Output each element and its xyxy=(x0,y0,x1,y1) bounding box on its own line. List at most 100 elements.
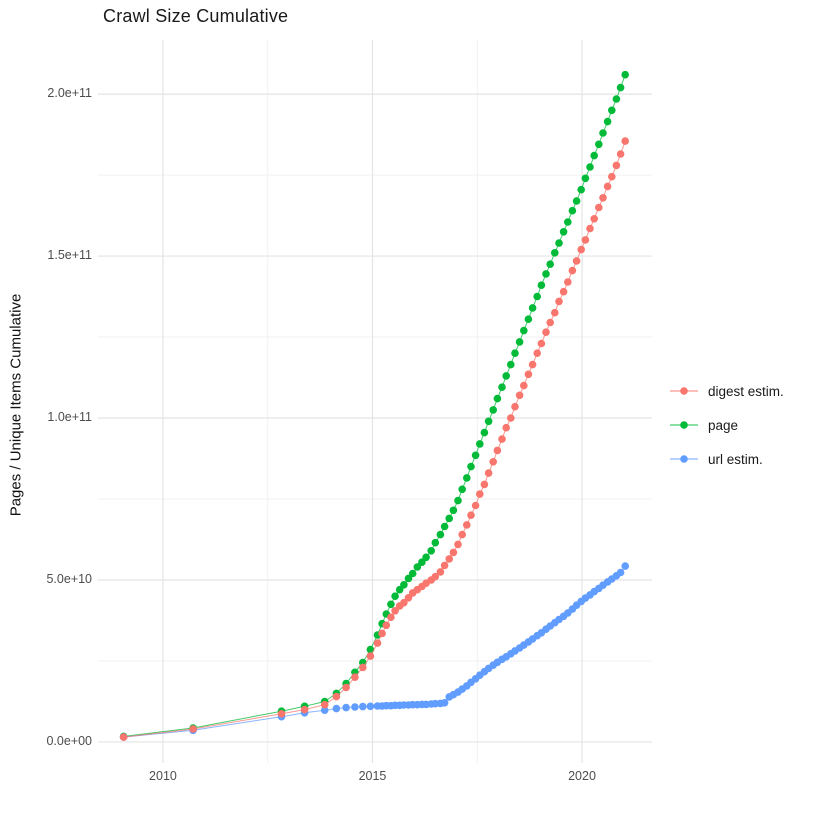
data-point-digest-estim- xyxy=(564,278,572,286)
data-point-url-estim- xyxy=(332,704,341,713)
legend-key-line-dot-icon xyxy=(670,421,698,429)
data-point-page xyxy=(387,600,395,609)
data-point-page xyxy=(520,326,528,335)
data-point-page xyxy=(413,563,422,571)
data-point-digest-estim- xyxy=(498,435,506,443)
data-point-page xyxy=(559,228,568,236)
data-point-page xyxy=(427,547,436,555)
data-point-digest-estim- xyxy=(359,663,367,672)
data-point-page xyxy=(599,129,607,137)
data-point-digest-estim- xyxy=(555,297,563,306)
data-point-page xyxy=(366,645,375,654)
data-point-digest-estim- xyxy=(542,328,550,337)
data-point-digest-estim- xyxy=(581,236,590,244)
data-point-digest-estim- xyxy=(515,391,524,400)
data-point-digest-estim- xyxy=(458,530,467,539)
legend-label-page: page xyxy=(708,417,739,433)
data-point-digest-estim- xyxy=(431,572,440,581)
data-point-digest-estim- xyxy=(524,370,533,379)
data-point-page xyxy=(440,522,449,531)
data-point-digest-estim- xyxy=(440,561,449,570)
data-point-digest-estim- xyxy=(572,257,581,265)
legend-label-url-estim: url estim. xyxy=(708,451,763,467)
data-point-url-estim- xyxy=(440,699,449,707)
data-point-url-estim- xyxy=(342,703,350,712)
data-point-page xyxy=(436,530,445,539)
data-point-page xyxy=(551,249,559,257)
data-point-url-estim- xyxy=(621,562,629,570)
data-point-page xyxy=(542,270,550,278)
data-point-page xyxy=(533,292,541,301)
data-point-page xyxy=(463,474,471,482)
chart-title: Crawl Size Cumulative xyxy=(103,6,289,26)
x-tick-label: 2020 xyxy=(568,769,596,783)
data-point-url-estim- xyxy=(366,702,375,711)
y-tick-label: 5.0e+10 xyxy=(46,571,92,586)
data-point-digest-estim- xyxy=(277,710,286,718)
data-point-digest-estim- xyxy=(332,692,341,701)
data-point-digest-estim- xyxy=(471,501,480,510)
legend-item-page: page xyxy=(668,408,784,442)
data-point-page xyxy=(590,151,598,160)
data-point-digest-estim- xyxy=(586,224,594,233)
data-point-page xyxy=(493,394,502,403)
data-point-page xyxy=(391,592,399,600)
x-tick-label: 2015 xyxy=(358,769,387,783)
data-point-digest-estim- xyxy=(387,613,395,621)
data-point-page xyxy=(445,514,454,523)
x-tick-label: 2010 xyxy=(149,769,177,783)
data-point-page xyxy=(586,163,594,171)
data-point-digest-estim- xyxy=(467,511,475,519)
data-point-digest-estim- xyxy=(537,339,546,348)
data-point-digest-estim- xyxy=(559,287,568,296)
data-point-digest-estim- xyxy=(546,318,554,327)
data-point-digest-estim- xyxy=(608,172,616,181)
data-point-page xyxy=(612,95,621,103)
data-point-page xyxy=(458,485,467,494)
data-point-page xyxy=(471,451,480,460)
data-point-page xyxy=(507,360,515,369)
data-point-digest-estim- xyxy=(320,700,329,709)
data-point-digest-estim- xyxy=(366,652,375,660)
data-point-page xyxy=(616,83,625,92)
data-point-digest-estim- xyxy=(400,598,408,607)
data-point-digest-estim- xyxy=(454,540,462,549)
data-point-page xyxy=(408,569,417,578)
data-point-page xyxy=(577,185,585,194)
data-point-digest-estim- xyxy=(520,381,528,390)
data-point-digest-estim- xyxy=(603,182,612,191)
data-point-digest-estim- xyxy=(489,458,498,466)
data-point-digest-estim- xyxy=(568,266,577,275)
data-point-digest-estim- xyxy=(373,639,382,647)
data-point-page xyxy=(498,383,506,392)
data-point-page xyxy=(480,428,489,437)
data-point-page xyxy=(422,553,430,562)
legend-item-digest-estim: digest estim. xyxy=(668,374,784,408)
data-point-digest-estim- xyxy=(551,308,559,317)
data-point-digest-estim- xyxy=(577,245,585,254)
data-point-page xyxy=(511,349,519,358)
data-point-page xyxy=(528,304,537,312)
data-point-page xyxy=(502,372,511,380)
data-point-digest-estim- xyxy=(590,215,598,223)
data-point-page xyxy=(489,406,498,414)
y-tick-label: 0.0e+00 xyxy=(46,733,92,748)
data-point-digest-estim- xyxy=(612,161,621,170)
data-point-page xyxy=(546,260,554,269)
y-tick-label: 2.0e+11 xyxy=(47,86,92,101)
data-point-digest-estim- xyxy=(119,733,128,741)
legend: digest estim. page url estim. xyxy=(668,374,784,476)
y-tick-label: 1.5e+11 xyxy=(47,248,92,263)
y-tick-label: 1.0e+11 xyxy=(47,410,92,425)
data-point-digest-estim- xyxy=(189,725,197,733)
data-point-page xyxy=(449,506,458,515)
data-point-page xyxy=(621,70,629,79)
legend-label-digest-estim: digest estim. xyxy=(708,383,784,399)
data-point-url-estim- xyxy=(616,568,625,577)
data-point-digest-estim- xyxy=(511,402,519,411)
y-axis-title: Pages / Unique Items Cumulative xyxy=(7,293,25,517)
data-point-page xyxy=(564,218,572,226)
data-point-digest-estim- xyxy=(484,469,493,477)
data-point-digest-estim- xyxy=(391,607,399,615)
